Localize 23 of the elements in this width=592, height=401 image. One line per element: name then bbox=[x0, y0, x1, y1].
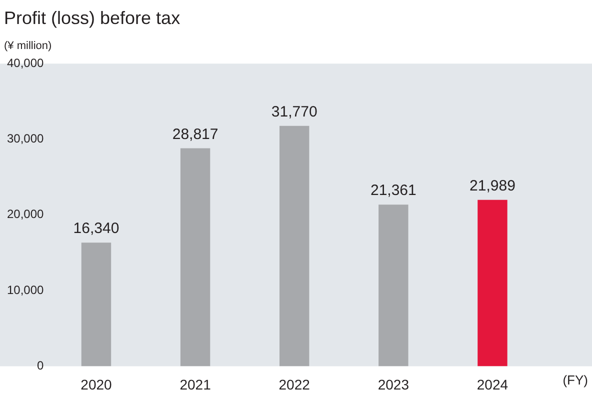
data-label: 28,817 bbox=[172, 126, 218, 143]
x-tick-label: 2023 bbox=[378, 376, 410, 392]
y-tick-label: 30,000 bbox=[7, 132, 44, 146]
data-label: 31,770 bbox=[271, 104, 318, 120]
bar bbox=[180, 148, 210, 366]
bar bbox=[378, 204, 408, 366]
y-tick-label: 40,000 bbox=[7, 56, 44, 70]
y-tick-label: 10,000 bbox=[7, 282, 44, 297]
y-tick-label: 20,000 bbox=[7, 207, 44, 222]
bar bbox=[81, 242, 112, 366]
data-label: 16,340 bbox=[73, 220, 120, 238]
data-label: 21,361 bbox=[370, 182, 416, 200]
bar bbox=[279, 126, 310, 366]
chart-title: Profit (loss) before tax bbox=[4, 8, 180, 28]
x-tick-label: 2021 bbox=[180, 376, 212, 392]
y-axis-title: (¥ million) bbox=[4, 40, 52, 52]
x-axis-title: (FY) bbox=[562, 372, 588, 388]
y-tick-label: 0 bbox=[37, 358, 44, 373]
x-tick-label: 2020 bbox=[80, 376, 112, 392]
x-tick-label: 2022 bbox=[278, 376, 310, 392]
x-tick-label: 2024 bbox=[476, 376, 508, 392]
bar bbox=[478, 200, 508, 366]
data-label: 21,989 bbox=[470, 177, 516, 194]
